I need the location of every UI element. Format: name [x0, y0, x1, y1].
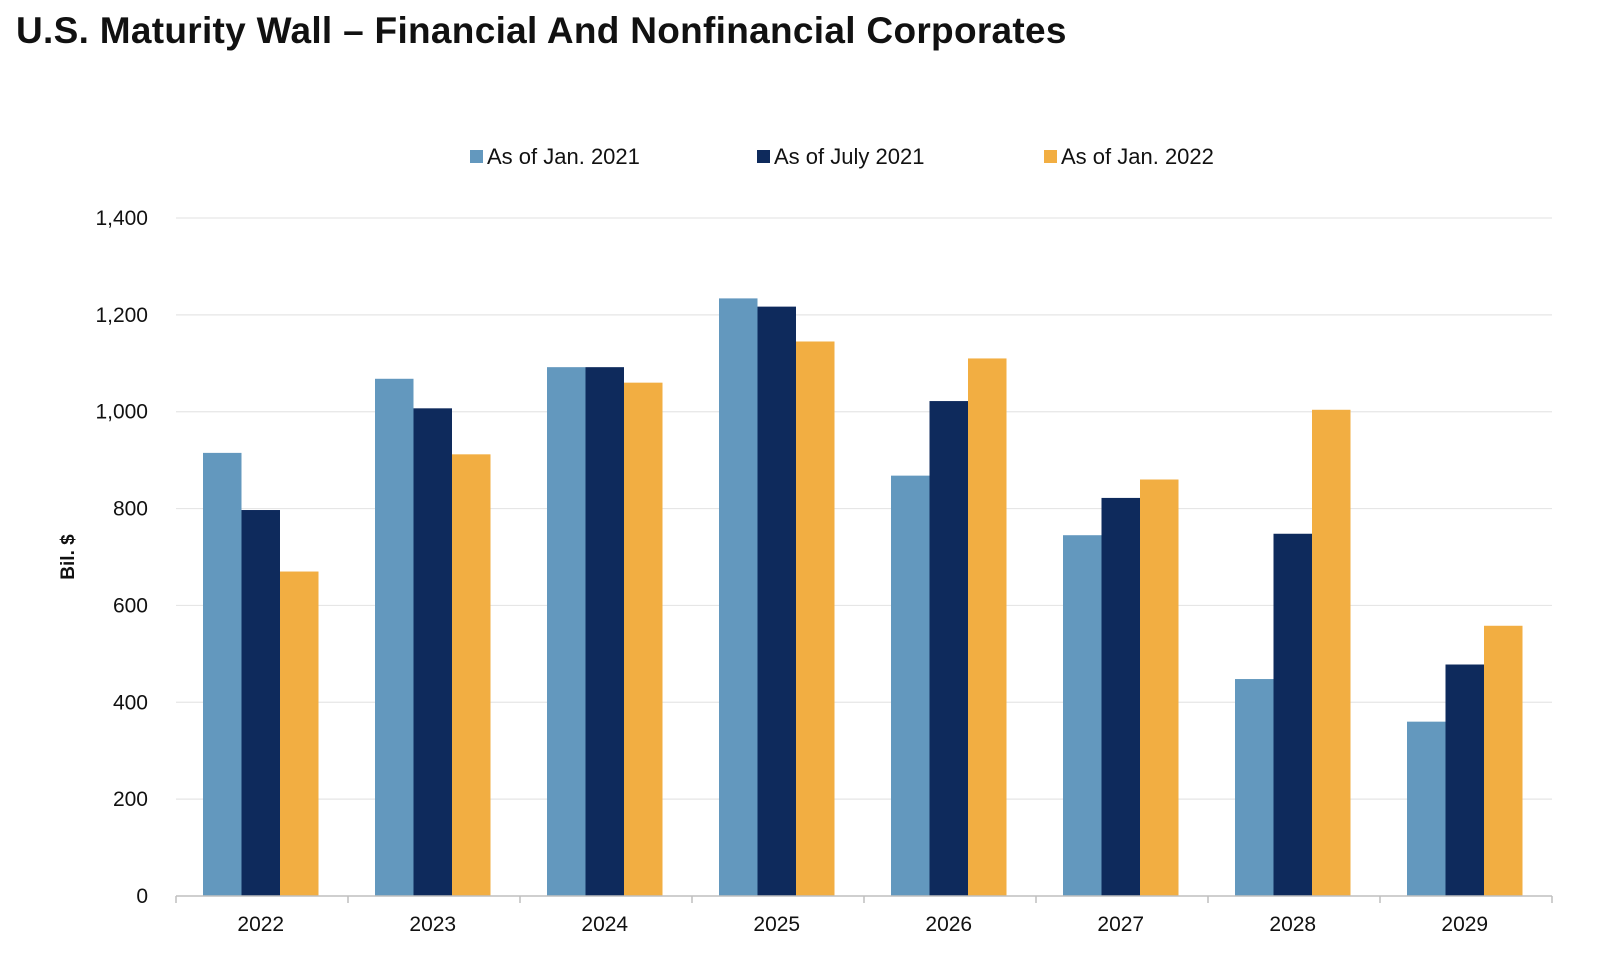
legend-swatch	[757, 150, 770, 163]
legend-label: As of Jan. 2022	[1061, 144, 1214, 169]
bar	[1140, 479, 1179, 896]
bar	[624, 382, 663, 897]
bar	[585, 367, 624, 896]
axes: 0 200 400 600 800 1,000 1,200 1,400 2022 2023 2024…	[58, 207, 1553, 936]
bar	[796, 341, 835, 896]
legend-swatch	[1044, 150, 1057, 163]
bar	[203, 452, 242, 896]
bars	[203, 298, 1523, 897]
y-tick-label: 1,200	[95, 304, 148, 327]
bar	[968, 358, 1007, 896]
x-tick-label: 2027	[1097, 913, 1144, 936]
bar	[280, 571, 319, 896]
y-tick-label: 200	[113, 788, 148, 811]
bar	[1273, 533, 1312, 896]
x-tick-label: 2026	[925, 913, 972, 936]
y-tick-label: 600	[113, 594, 148, 617]
bar	[719, 298, 758, 896]
x-tick-label: 2023	[409, 913, 456, 936]
bar	[1407, 721, 1446, 896]
legend-label: As of July 2021	[774, 144, 924, 169]
y-tick-label: 400	[113, 691, 148, 714]
bar	[375, 378, 414, 897]
x-tick-label: 2022	[237, 913, 284, 936]
x-tick-label: 2029	[1441, 913, 1488, 936]
bar	[1445, 664, 1484, 896]
x-tick-label: 2024	[581, 913, 628, 936]
bar	[1484, 625, 1523, 896]
x-tick-label: 2025	[753, 913, 800, 936]
bar	[241, 510, 280, 896]
bar	[757, 306, 796, 897]
y-axis-title: Bil. $	[58, 534, 79, 580]
bar	[1101, 497, 1140, 896]
bar	[891, 475, 930, 896]
bar	[452, 454, 491, 896]
bar	[1235, 679, 1274, 896]
bar	[929, 401, 968, 896]
chart-title: U.S. Maturity Wall – Financial And Nonfi…	[16, 10, 1067, 51]
bar	[547, 367, 586, 896]
legend-swatch	[470, 150, 483, 163]
legend-label: As of Jan. 2021	[487, 144, 640, 169]
y-tick-label: 1,400	[95, 207, 148, 230]
bar	[413, 408, 452, 896]
y-tick-label: 800	[113, 498, 148, 521]
y-tick-label: 0	[136, 885, 148, 908]
legend: As of Jan. 2021 As of July 2021 As of Jan.…	[470, 144, 1214, 169]
bar	[1312, 409, 1351, 896]
x-tick-label: 2028	[1269, 913, 1316, 936]
bar	[1063, 535, 1102, 896]
y-tick-label: 1,000	[95, 401, 148, 424]
